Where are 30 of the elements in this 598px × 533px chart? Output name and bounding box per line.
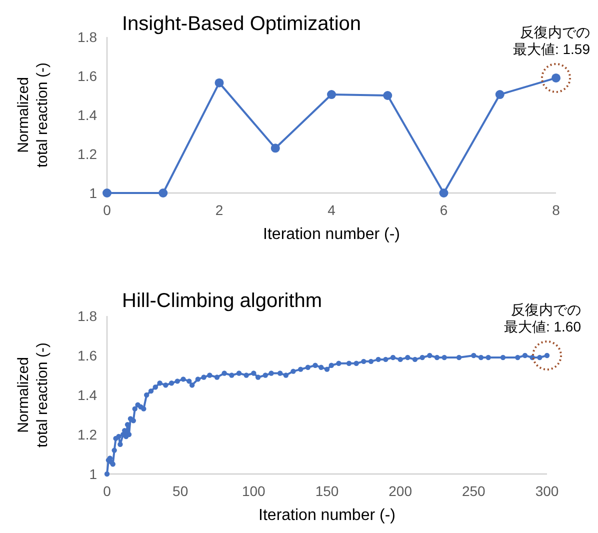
y-tick-label: 1.6: [78, 348, 98, 364]
x-tick-label: 250: [462, 483, 486, 499]
x-tick-label: 6: [440, 202, 448, 218]
y-tick-label: 1.8: [78, 29, 98, 45]
x-tick-label: 0: [103, 202, 112, 218]
y-tick-label: 1.2: [78, 146, 98, 162]
x-tick-label: 0: [103, 483, 112, 499]
y-axis-title: Normalized total reaction (-): [15, 342, 51, 448]
y-tick-label: 1: [89, 185, 98, 201]
x-tick-label: 2: [215, 202, 224, 218]
annotation: 反復内での最大値: 1.60: [504, 302, 582, 334]
x-tick-label: 300: [535, 483, 559, 499]
x-tick-label: 150: [315, 483, 339, 499]
chart-title: Insight-Based Optimization: [122, 13, 362, 35]
y-tick-label: 1.6: [78, 68, 98, 84]
x-tick-label: 4: [328, 202, 336, 218]
y-tick-label: 1.4: [78, 107, 98, 123]
y-tick-label: 1: [89, 466, 98, 482]
chart-title: Hill-Climbing algorithm: [122, 290, 322, 312]
x-tick-label: 8: [552, 202, 560, 218]
y-tick-label: 1.8: [78, 308, 98, 324]
y-tick-label: 1.4: [78, 387, 98, 403]
y-tick-label: 1.2: [78, 426, 98, 442]
x-axis-title: Iteration number (-): [258, 507, 396, 524]
x-tick-label: 50: [172, 483, 188, 499]
y-axis-title: Normalized total reaction (-): [15, 62, 51, 168]
x-tick-label: 200: [388, 483, 412, 499]
x-tick-label: 100: [242, 483, 266, 499]
x-axis-title: Iteration number (-): [263, 226, 400, 243]
annotation: 反復内での最大値: 1.59: [512, 24, 590, 57]
